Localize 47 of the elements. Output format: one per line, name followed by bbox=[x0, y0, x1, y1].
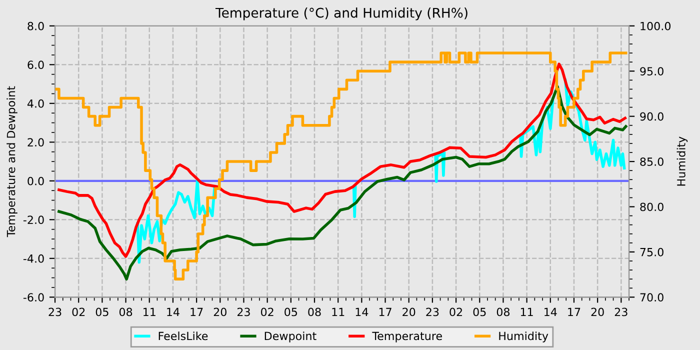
x-tick-label: 11 bbox=[144, 308, 156, 316]
x-tick-label: 23 bbox=[614, 308, 628, 316]
legend-label: Dewpoint bbox=[264, 332, 316, 342]
y-axis-title: Temperature and Dewpoint bbox=[6, 86, 18, 238]
y2-tick-label: 95.0 bbox=[640, 67, 664, 76]
x-tick-label: 14 bbox=[544, 308, 557, 316]
x-tick-label: 08 bbox=[119, 308, 132, 316]
x-tick-label: 02 bbox=[260, 308, 274, 316]
y-tick-label: 6.0 bbox=[28, 60, 44, 70]
x-tick-label: 17 bbox=[379, 308, 392, 316]
y2-tick-label: 70.0 bbox=[640, 293, 664, 302]
y-tick-label: -6.0 bbox=[23, 293, 44, 302]
x-tick-label: 05 bbox=[473, 308, 486, 316]
x-tick-label: 20 bbox=[214, 308, 226, 316]
y-tick-label: 2.0 bbox=[28, 138, 44, 147]
y2-axis-title: Humidity bbox=[676, 136, 688, 186]
legend-label: Humidity bbox=[499, 332, 548, 342]
x-tick-label: 23 bbox=[237, 308, 250, 316]
y2-tick-label: 75.0 bbox=[640, 248, 664, 256]
chart-title: Temperature (°C) and Humidity (RH%) bbox=[215, 8, 468, 20]
y2-tick-label: 100.0 bbox=[640, 22, 671, 30]
legend-label: FeelsLike bbox=[158, 332, 208, 340]
x-tick-label: 17 bbox=[568, 308, 580, 316]
x-tick-label: 20 bbox=[591, 308, 604, 316]
y-tick-label: 4.0 bbox=[27, 99, 44, 108]
x-tick-label: 05 bbox=[284, 308, 298, 316]
x-tick-label: 05 bbox=[96, 308, 108, 316]
x-tick-label: 14 bbox=[356, 308, 368, 316]
x-tick-label: 20 bbox=[402, 308, 416, 316]
y2-tick-label: 80.0 bbox=[640, 202, 664, 212]
y-tick-label: -2.0 bbox=[23, 216, 44, 224]
x-tick-label: 14 bbox=[167, 308, 180, 316]
x-tick-label: 02 bbox=[72, 308, 85, 316]
legend-label: Temperature bbox=[372, 332, 442, 342]
x-tick-label: 08 bbox=[496, 308, 510, 316]
x-tick-label: 08 bbox=[308, 308, 321, 316]
x-tick-label: 11 bbox=[332, 308, 344, 316]
x-tick-label: 02 bbox=[450, 308, 462, 316]
y-tick-label: -4.0 bbox=[23, 254, 44, 263]
x-tick-label: 11 bbox=[520, 308, 533, 316]
x-tick-label: 17 bbox=[190, 308, 203, 316]
y2-tick-label: 90.0 bbox=[640, 112, 664, 121]
y-tick-label: 0.0 bbox=[28, 176, 44, 186]
x-tick-label: 23 bbox=[426, 308, 439, 316]
y-tick-label: 8.0 bbox=[28, 22, 44, 30]
y2-tick-label: 85.0 bbox=[640, 158, 664, 166]
x-tick-label: 23 bbox=[48, 308, 62, 316]
